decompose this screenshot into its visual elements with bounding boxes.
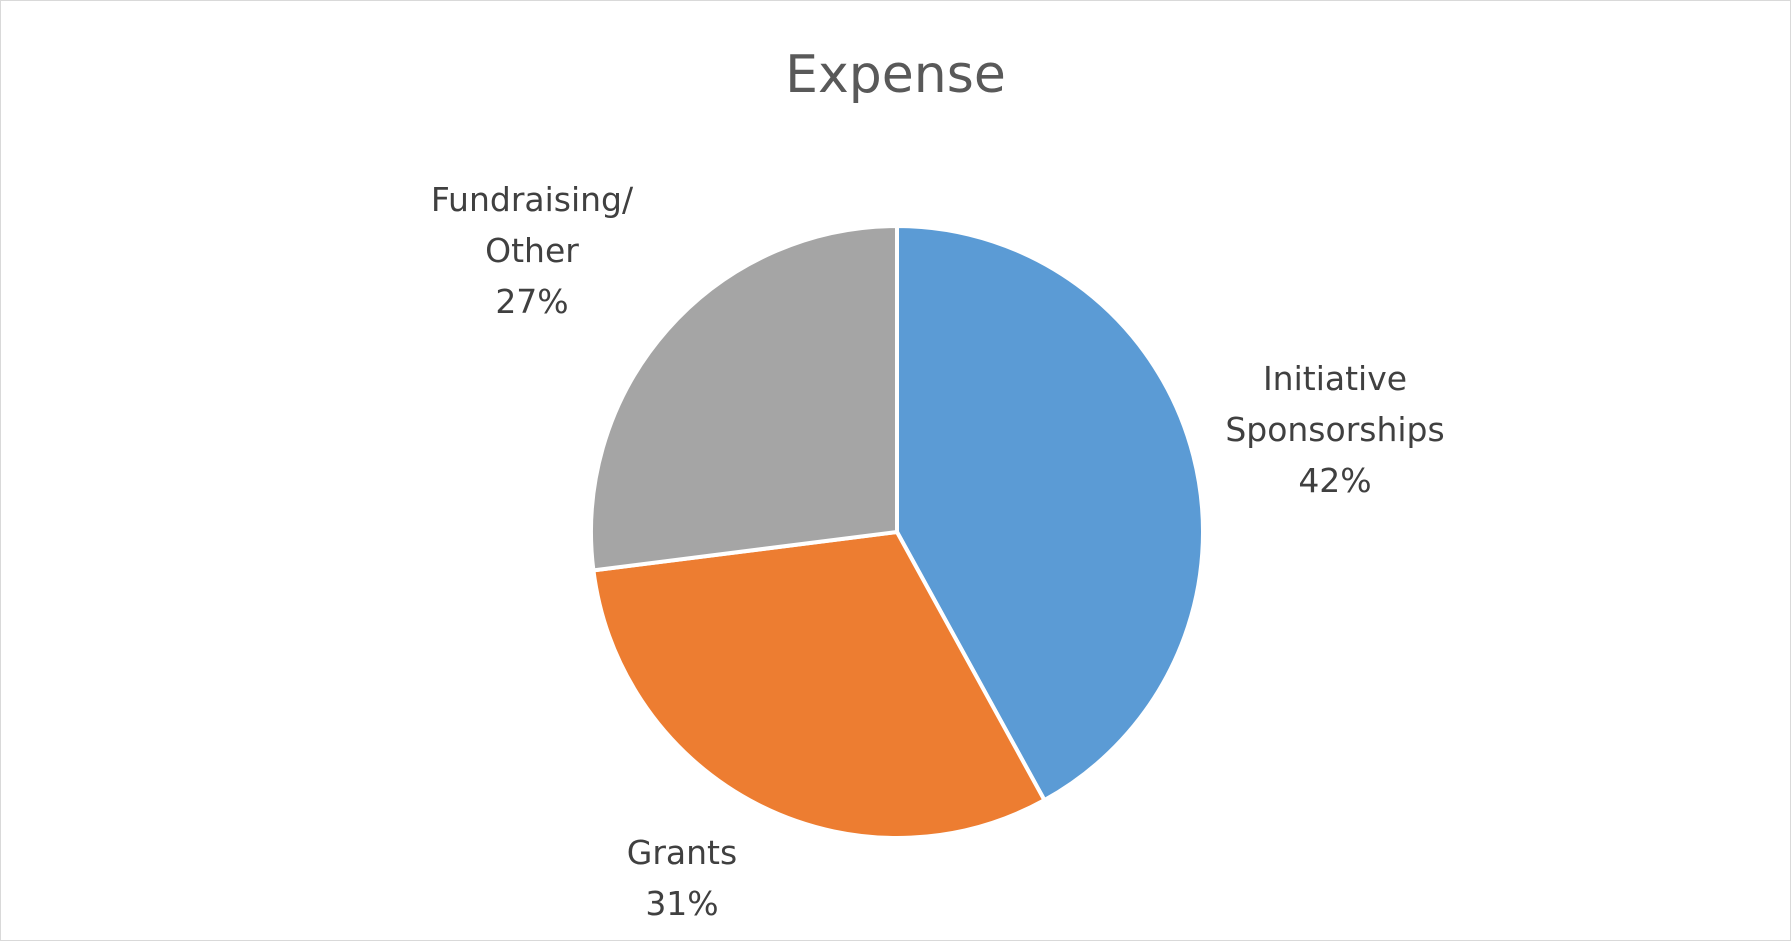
slice-label: Initiative Sponsorships 42% bbox=[1185, 353, 1485, 506]
value-label: 27% bbox=[495, 282, 569, 321]
category-label: Fundraising/ Other bbox=[430, 180, 634, 270]
category-label: Initiative Sponsorships bbox=[1225, 359, 1445, 449]
chart-title: Expense bbox=[785, 45, 1006, 105]
value-label: 31% bbox=[645, 884, 719, 923]
pie-slice bbox=[591, 530, 1047, 840]
slice-label: Fundraising/ Other 27% bbox=[412, 174, 652, 327]
slice-label: Grants 31% bbox=[582, 827, 782, 929]
pie-slice bbox=[589, 224, 899, 573]
value-label: 42% bbox=[1298, 461, 1372, 500]
category-label: Grants bbox=[626, 833, 738, 872]
pie-slice bbox=[895, 224, 1205, 803]
